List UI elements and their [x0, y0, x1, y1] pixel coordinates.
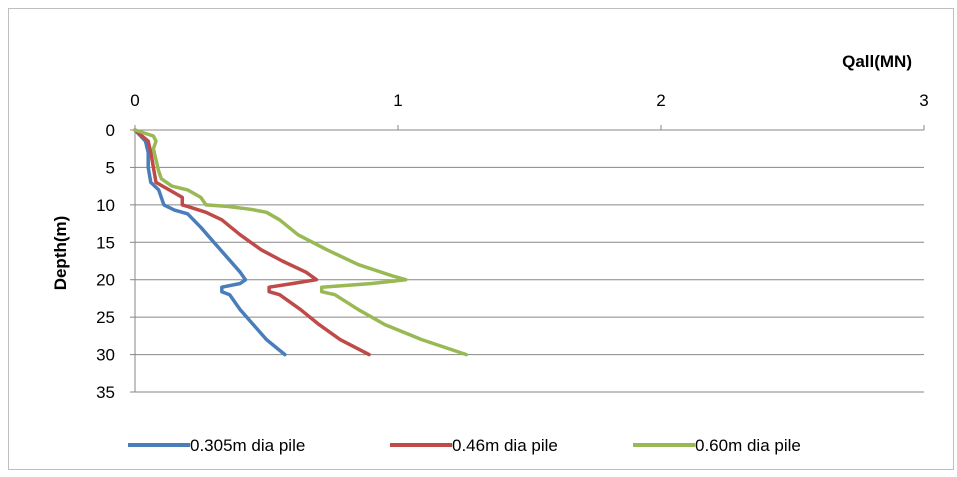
series-line-060m	[133, 128, 469, 357]
tick-marks	[130, 125, 925, 393]
y-tick-label: 35	[96, 383, 115, 402]
y-tick-label: 20	[96, 271, 115, 290]
chart-area	[8, 8, 954, 470]
series-lines	[133, 128, 469, 357]
x-tick-label: 2	[656, 91, 665, 110]
y-tick-label: 5	[106, 158, 115, 177]
legend-label: 0.60m dia pile	[695, 436, 801, 455]
x-axis-title: Qall(MN)	[842, 52, 912, 71]
x-tick-labels: 0 1 2 3	[130, 91, 928, 110]
legend-label: 0.305m dia pile	[190, 436, 305, 455]
y-tick-labels: 0 5 10 15 20 25 30 35	[96, 121, 115, 402]
x-tick-label: 1	[393, 91, 402, 110]
y-tick-label: 25	[96, 308, 115, 327]
x-tick-label: 0	[130, 91, 139, 110]
y-tick-label: 10	[96, 196, 115, 215]
y-tick-label: 30	[96, 346, 115, 365]
series-line-046m	[133, 128, 371, 357]
legend: 0.305m dia pile 0.46m dia pile 0.60m dia…	[128, 436, 801, 455]
y-tick-label: 15	[96, 233, 115, 252]
y-axis-title: Depth(m)	[51, 216, 70, 291]
y-tick-label: 0	[106, 121, 115, 140]
x-tick-label: 3	[919, 91, 928, 110]
grid-lines	[135, 166, 924, 393]
legend-label: 0.46m dia pile	[452, 436, 558, 455]
series-line-0305m	[133, 128, 287, 357]
